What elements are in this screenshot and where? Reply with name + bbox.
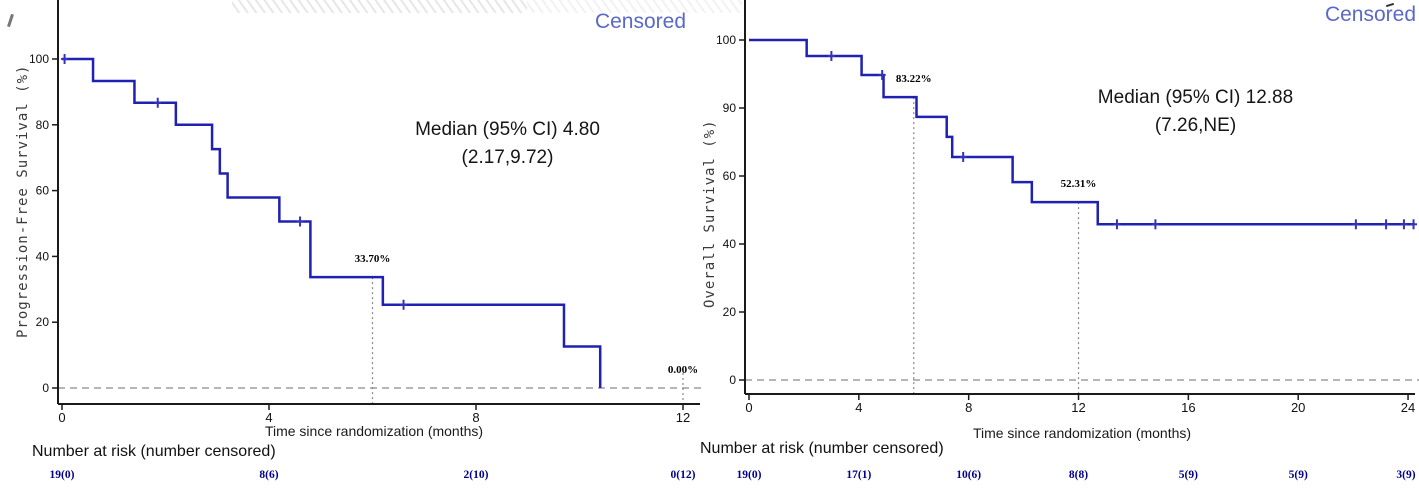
- hatch-artifact: [527, 0, 742, 13]
- risk-table-value: 2(10): [464, 469, 489, 481]
- left-x-axis-title: Time since randomization (months): [264, 423, 484, 439]
- right-risk-table-header: Number at risk (number censored): [700, 440, 944, 457]
- y-tick-label: 40: [36, 249, 50, 263]
- y-tick-label: 0: [42, 381, 49, 395]
- risk-table-value: 8(6): [259, 469, 278, 481]
- x-tick-label: 4: [265, 410, 272, 425]
- risk-table-value: 0(12): [671, 469, 696, 481]
- x-tick-label: 8: [965, 400, 972, 415]
- landmark-percent-label: 33.70%: [355, 253, 391, 265]
- right-y-axis-title: Overall Survival (%): [702, 119, 718, 308]
- x-tick-label: 20: [1291, 400, 1305, 415]
- right-median-line2: (7.26,NE): [1154, 115, 1237, 136]
- risk-table-value: 10(6): [956, 469, 981, 481]
- right-km-chart: 83.22% 52.31% 0 20 40 60 90 100 0 4 8 12 16 20 24 19(0)…: [716, 0, 1419, 481]
- y-tick-label: 20: [36, 315, 50, 329]
- risk-table-value: 19(0): [737, 469, 762, 481]
- survival-step-curve: [749, 38, 1415, 226]
- x-tick-label: 0: [58, 410, 65, 425]
- right-median-line1: Median (95% CI) 12.88: [1097, 87, 1294, 108]
- y-tick-label: 40: [723, 237, 737, 251]
- hatch-artifact: [232, 0, 527, 13]
- x-tick-label: 16: [1181, 400, 1195, 415]
- left-median-line2: (2.17,9.72): [461, 147, 554, 168]
- left-y-axis-title: Progression-Free Survival (%): [15, 64, 31, 338]
- risk-table-value: 19(0): [50, 469, 75, 481]
- y-tick-label: 20: [723, 305, 737, 319]
- y-tick-label: 100: [716, 33, 736, 47]
- x-tick-label: 12: [676, 410, 690, 425]
- right-median-annotation: Median (95% CI) 12.88 (7.26,NE): [1028, 84, 1363, 140]
- y-tick-label: 90: [723, 101, 737, 115]
- right-censored-legend: Censored: [1324, 3, 1416, 26]
- left-median-annotation: Median (95% CI) 4.80 (2.17,9.72): [340, 116, 675, 172]
- y-tick-label: 60: [723, 169, 737, 183]
- survival-step-curve: [62, 57, 602, 388]
- y-tick-label: 0: [729, 373, 736, 387]
- risk-table-value: 8(8): [1069, 469, 1088, 481]
- right-x-axis-title: Time since randomization (months): [972, 425, 1192, 441]
- x-tick-label: 0: [745, 400, 752, 415]
- y-tick-label: 100: [29, 52, 49, 66]
- y-tick-label: 80: [36, 118, 50, 132]
- risk-table-value: 3(9): [1396, 469, 1415, 481]
- x-tick-label: 4: [855, 400, 862, 415]
- landmark-percent-label: 83.22%: [896, 73, 932, 85]
- risk-table-value: 17(1): [846, 469, 871, 481]
- left-median-line1: Median (95% CI) 4.80: [415, 119, 600, 140]
- landmark-percent-label: 52.31%: [1061, 178, 1097, 190]
- left-risk-table-header: Number at risk (number censored): [32, 443, 276, 460]
- x-tick-label: 8: [472, 410, 479, 425]
- y-tick-label: 60: [36, 184, 50, 198]
- landmark-percent-label: 0.00%: [668, 364, 698, 376]
- left-km-chart: 33.70% 0.00% 0 20 40 60 80 100 0 4 8 12 19(0) 8(6) 2(1…: [29, 0, 706, 481]
- x-tick-label: 12: [1071, 400, 1085, 415]
- risk-table-value: 5(9): [1179, 469, 1198, 481]
- x-tick-label: 24: [1401, 400, 1415, 415]
- left-censored-legend: Censored: [594, 10, 686, 33]
- risk-table-value: 5(9): [1289, 469, 1308, 481]
